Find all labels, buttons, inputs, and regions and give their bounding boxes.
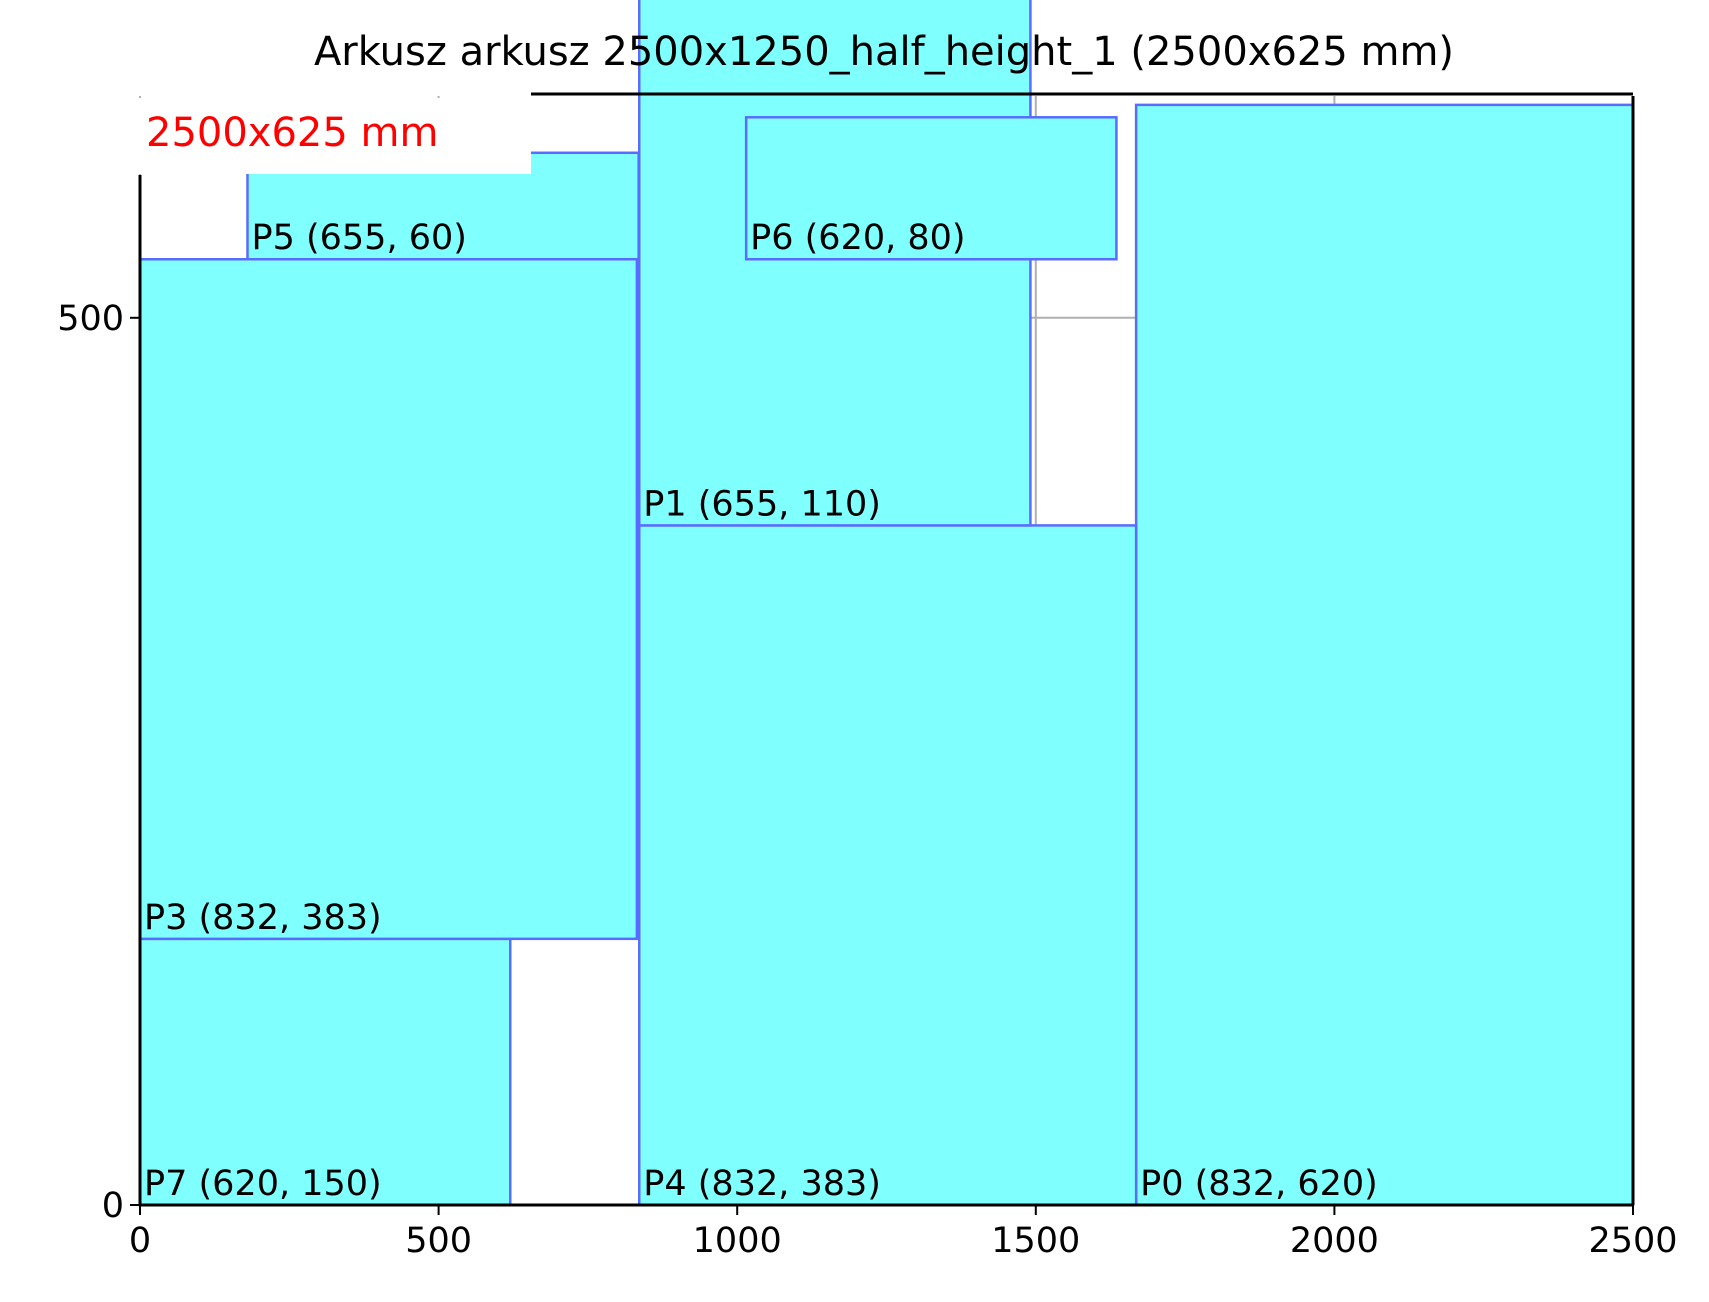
x-tick-label: 0 bbox=[129, 1221, 151, 1261]
ticks: 0 500 1000 1500 2000 2500 0 500 bbox=[57, 299, 1677, 1261]
piece-rect bbox=[138, 257, 639, 941]
axes bbox=[138, 92, 1635, 1207]
piece-label: P6 (620, 80) bbox=[750, 218, 965, 258]
x-tick-label: 1000 bbox=[693, 1221, 782, 1261]
x-tick-label: 2500 bbox=[1588, 1221, 1677, 1261]
piece-label: P7 (620, 150) bbox=[144, 1164, 382, 1204]
piece-label: P3 (832, 383) bbox=[144, 898, 382, 938]
y-tick-label: 500 bbox=[57, 299, 124, 339]
piece-rect bbox=[1134, 103, 1635, 1207]
pieces bbox=[138, 0, 1635, 1207]
sheet-size-annotation: 2500x625 mm bbox=[146, 110, 438, 156]
piece-label: P4 (832, 383) bbox=[643, 1164, 881, 1204]
y-tick-label: 0 bbox=[102, 1186, 124, 1226]
x-tick-label: 1500 bbox=[991, 1221, 1080, 1261]
chart-title: Arkusz arkusz 2500x1250_half_height_1 (2… bbox=[314, 29, 1454, 75]
piece-rect bbox=[638, 524, 1138, 1207]
annotation-box bbox=[133, 98, 531, 174]
piece-rect bbox=[638, 0, 1032, 527]
piece-labels: P0 (832, 620) P4 (832, 383) P7 (620, 150) P… bbox=[144, 218, 1378, 1204]
piece-label: P0 (832, 620) bbox=[1140, 1164, 1378, 1204]
piece-rect bbox=[744, 116, 1118, 261]
x-tick-label: 500 bbox=[405, 1221, 472, 1261]
x-tick-label: 2000 bbox=[1290, 1221, 1379, 1261]
piece-label: P5 (655, 60) bbox=[251, 218, 466, 258]
piece-label: P1 (655, 110) bbox=[643, 484, 881, 524]
